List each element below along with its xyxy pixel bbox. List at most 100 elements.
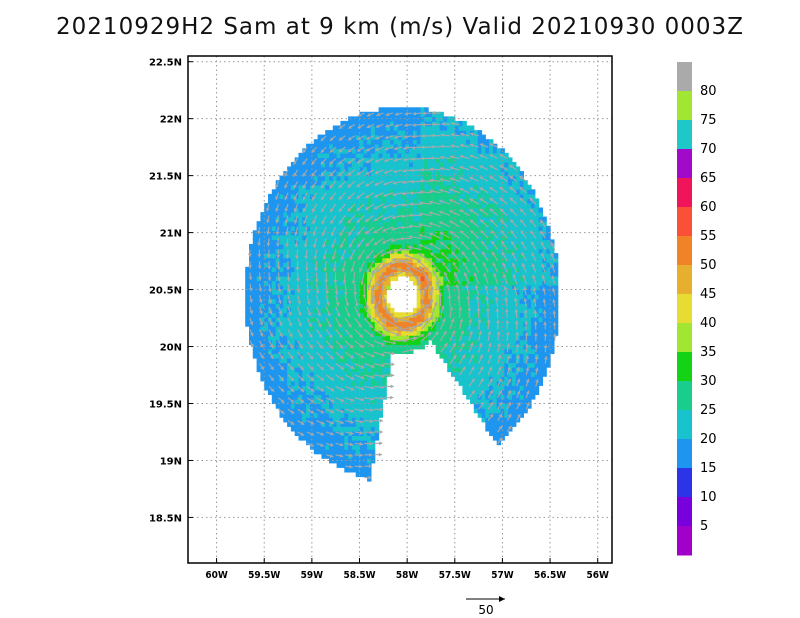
wind-speed-cell <box>370 316 376 323</box>
wind-speed-cell <box>420 184 425 190</box>
wind-speed-cell <box>370 440 376 446</box>
wind-speed-cell <box>458 253 463 259</box>
wind-speed-cell <box>306 180 311 186</box>
wind-speed-cell <box>435 148 441 154</box>
wind-speed-cell <box>283 248 288 254</box>
wind-speed-cell <box>298 184 303 190</box>
wind-speed-cell <box>271 362 277 368</box>
wind-speed-cell <box>264 312 269 318</box>
wind-speed-cell <box>370 394 376 400</box>
wind-speed-cell <box>317 403 322 409</box>
wind-speed-cell <box>363 339 368 345</box>
wind-speed-cell <box>264 225 269 231</box>
wind-speed-cell <box>317 357 322 364</box>
wind-speed-cell <box>355 271 361 277</box>
wind-speed-cell <box>378 244 383 250</box>
wind-speed-cell <box>275 367 281 373</box>
wind-speed-cell <box>302 430 307 436</box>
wind-speed-cell <box>264 289 269 295</box>
wind-speed-cell <box>462 326 467 332</box>
wind-speed-cell <box>287 207 292 213</box>
wind-speed-cell <box>306 403 311 409</box>
wind-speed-cell <box>264 266 269 272</box>
wind-speed-cell <box>412 184 418 190</box>
wind-speed-cell <box>355 426 361 432</box>
wind-speed-cell <box>508 371 513 377</box>
wind-speed-cell <box>378 162 383 168</box>
wind-speed-cell <box>451 367 456 373</box>
wind-speed-cell <box>313 394 319 400</box>
wind-speed-cell <box>332 212 338 218</box>
wind-speed-cell <box>500 367 505 373</box>
wind-speed-cell <box>439 326 444 332</box>
wind-speed-cell <box>409 162 414 168</box>
wind-speed-cell <box>279 348 284 354</box>
wind-speed-cell <box>405 262 410 268</box>
wind-vector-head <box>328 334 333 338</box>
wind-speed-cell <box>336 444 341 450</box>
wind-speed-cell <box>332 271 338 277</box>
wind-speed-cell <box>500 326 505 332</box>
wind-speed-cell <box>340 198 345 204</box>
wind-speed-cell <box>313 348 319 354</box>
wind-speed-cell <box>382 148 387 154</box>
wind-speed-cell <box>321 294 326 300</box>
wind-speed-cell <box>470 321 475 327</box>
wind-speed-cell <box>546 280 551 286</box>
wind-speed-cell <box>351 193 357 200</box>
wind-speed-cell <box>298 216 303 222</box>
wind-speed-cell <box>294 426 300 432</box>
wind-speed-cell <box>363 444 368 450</box>
wind-speed-cell <box>515 280 521 286</box>
wind-speed-cell <box>466 303 471 309</box>
wind-speed-cell <box>496 316 502 323</box>
wind-speed-cell <box>424 335 429 341</box>
wind-speed-cell <box>355 221 361 227</box>
wind-speed-cell <box>504 216 509 222</box>
wind-speed-cell <box>313 339 319 345</box>
wind-speed-cell <box>348 225 353 231</box>
wind-speed-cell <box>344 175 349 181</box>
wind-speed-cell <box>290 321 296 327</box>
wind-speed-cell <box>355 316 361 323</box>
wind-speed-cell <box>321 234 326 241</box>
wind-speed-cell <box>332 298 338 304</box>
wind-speed-cell <box>496 294 502 300</box>
wind-speed-cell <box>496 285 502 291</box>
wind-speed-cell <box>458 148 463 154</box>
wind-speed-cell <box>409 116 414 122</box>
wind-speed-cell <box>412 248 418 254</box>
wind-speed-cell <box>363 157 368 163</box>
wind-speed-cell <box>527 271 532 277</box>
wind-speed-cell <box>538 262 543 268</box>
wind-speed-cell <box>264 234 269 241</box>
wind-speed-cell <box>378 221 383 227</box>
wind-speed-cell <box>378 398 383 405</box>
wind-speed-cell <box>504 403 509 409</box>
wind-speed-cell <box>363 348 368 354</box>
wind-speed-cell <box>382 143 387 149</box>
wind-speed-cell <box>443 212 448 218</box>
wind-speed-cell <box>481 294 486 300</box>
wind-speed-cell <box>290 230 296 236</box>
wind-speed-cell <box>431 225 437 231</box>
wind-speed-cell <box>481 171 486 177</box>
wind-speed-cell <box>370 312 376 318</box>
wind-speed-cell <box>451 162 456 168</box>
wind-speed-cell <box>492 275 498 282</box>
wind-speed-cell <box>527 353 532 359</box>
wind-speed-cell <box>538 367 543 373</box>
wind-speed-cell <box>546 357 551 364</box>
wind-speed-cell <box>515 257 521 263</box>
wind-speed-cell <box>431 203 437 209</box>
wind-speed-cell <box>313 162 319 168</box>
wind-speed-cell <box>332 189 338 195</box>
wind-speed-cell <box>359 230 364 236</box>
wind-speed-cell <box>271 385 277 391</box>
wind-speed-cell <box>477 285 483 291</box>
wind-speed-cell <box>302 248 307 254</box>
wind-speed-cell <box>355 162 361 168</box>
wind-speed-cell <box>527 207 532 213</box>
wind-speed-cell <box>310 257 315 263</box>
wind-speed-cell <box>355 444 361 450</box>
